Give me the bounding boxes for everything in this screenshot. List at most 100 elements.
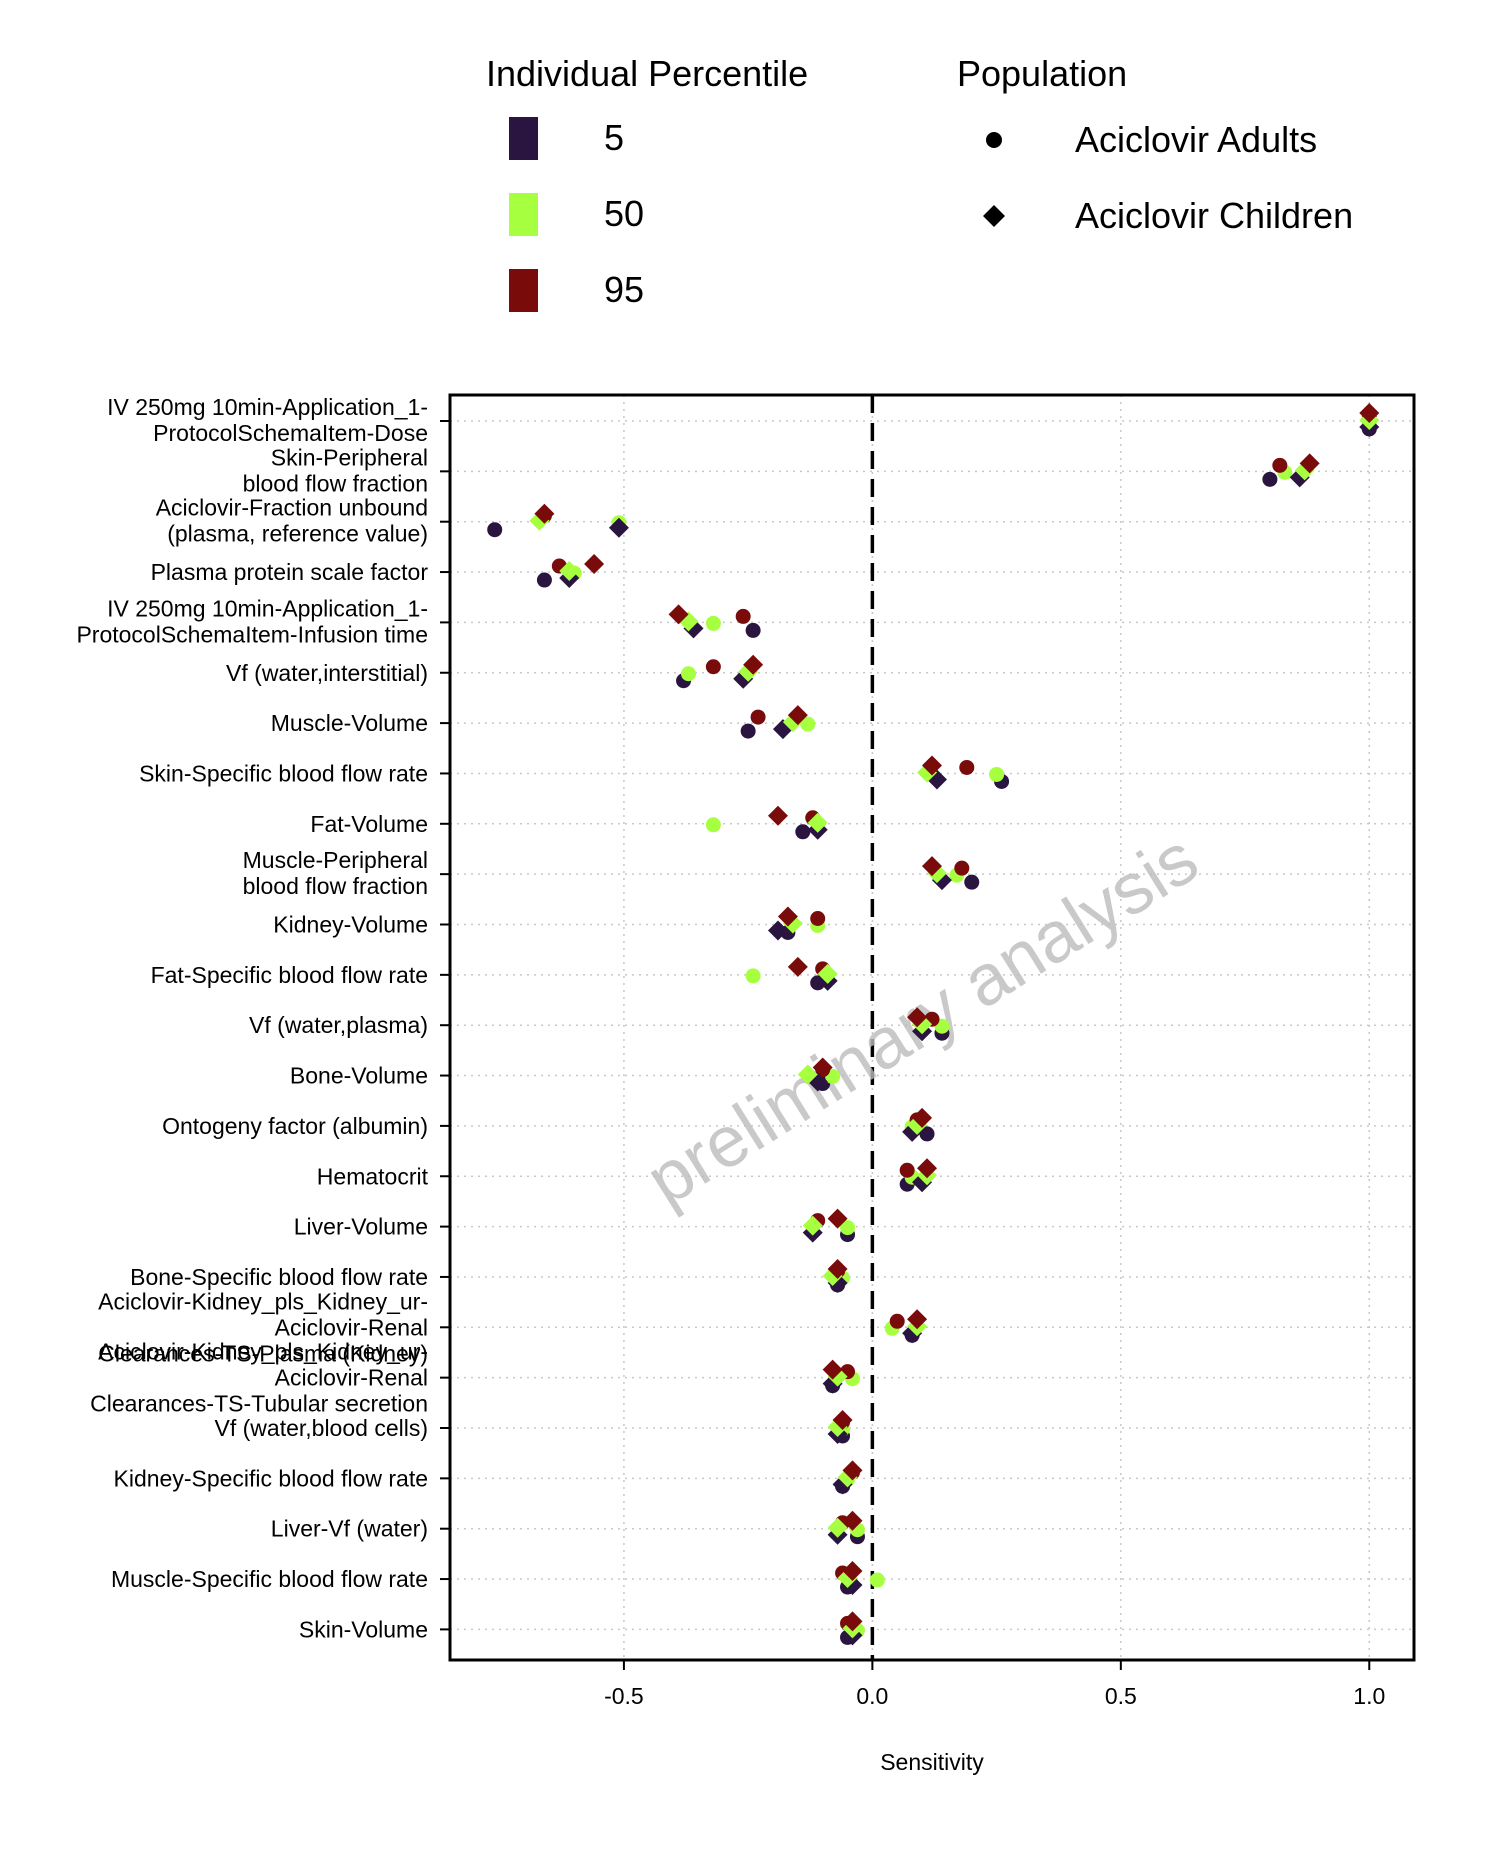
x-axis: -0.5 0.0 0.5 1.0: [604, 1660, 1385, 1709]
legend-population-title: Population: [957, 53, 1127, 94]
point-adults-p95: [705, 659, 721, 675]
y-tick-label: Muscle-Specific blood flow rate: [111, 1566, 428, 1592]
point-children-p95: [922, 755, 942, 776]
y-tick-label: Vf (water,interstitial): [226, 660, 428, 686]
y-tick-label: Skin-Volume: [299, 1616, 428, 1642]
y-tick-label: Aciclovir-Fraction unbound: [156, 495, 428, 521]
legend-label-diamond: Aciclovir Children: [1075, 195, 1353, 236]
point-children-p95: [842, 1611, 863, 1632]
point-children-p50: [802, 1215, 823, 1236]
point-adults-p5: [536, 572, 552, 588]
y-tick-label: Vf (water,blood cells): [215, 1415, 428, 1441]
point-adults-p95: [810, 911, 826, 926]
x-tick-label: -0.5: [604, 1683, 644, 1709]
y-tick-label: Muscle-Peripheral: [243, 847, 428, 873]
legend-percentile-title: Individual Percentile: [486, 53, 808, 94]
point-children-p95: [827, 1208, 848, 1229]
point-children-p95: [534, 503, 555, 524]
legend-swatch-5: [509, 117, 538, 160]
legend-label-5: 5: [604, 117, 624, 158]
point-adults-p50: [681, 666, 697, 682]
plot-border: [448, 393, 1416, 1662]
y-tick-label: (plasma, reference value): [167, 521, 428, 547]
legend-label-circle: Aciclovir Adults: [1075, 119, 1317, 160]
point-children-p95: [812, 1057, 833, 1078]
point-children-p95: [827, 1258, 848, 1279]
y-tick-label: Aciclovir-Kidney_pls_Kidney_ur-: [98, 1339, 428, 1365]
point-children-p95: [917, 1158, 938, 1179]
y-tick-label: Skin-Peripheral: [271, 444, 428, 470]
y-tick-label: Clearances-TS-Tubular secretion: [90, 1391, 428, 1417]
point-children-p95: [822, 1359, 843, 1380]
point-adults-p95: [889, 1313, 905, 1329]
point-children-p95: [767, 805, 788, 826]
y-tick-label: Fat-Volume: [310, 811, 428, 837]
x-tick-label: 0.5: [1105, 1683, 1137, 1709]
point-children-p95: [1359, 403, 1380, 423]
y-tick-label: Plasma protein scale factor: [151, 559, 429, 585]
y-tick-label: Aciclovir-Renal: [275, 1365, 428, 1391]
point-children-p5: [608, 517, 629, 538]
y-tick-label: blood flow fraction: [243, 470, 428, 496]
point-adults-p5: [964, 874, 980, 890]
point-children-p95: [907, 1309, 928, 1330]
point-children-p50: [817, 963, 838, 984]
point-children-p95: [842, 1510, 863, 1531]
point-children-p50: [807, 812, 828, 833]
y-tick-label: Kidney-Specific blood flow rate: [114, 1465, 429, 1491]
legend-swatch-95: [509, 269, 538, 312]
point-children-p95: [842, 1460, 863, 1481]
x-axis-label: Sensitivity: [880, 1749, 984, 1775]
y-tick-label: Clearances-TS-Plasma (Kidney): [98, 1340, 428, 1366]
y-tick-label: Hematocrit: [317, 1163, 429, 1189]
y-tick-label: Bone-Volume: [290, 1063, 428, 1089]
point-adults-p95: [954, 860, 970, 876]
point-adults-p50: [705, 817, 721, 833]
y-tick-label: ProtocolSchemaItem-Dose: [153, 420, 428, 446]
point-children-p50: [827, 1517, 848, 1538]
plot-area: preliminary analysis IV 250mg 10min-Appl…: [76, 393, 1416, 1709]
y-tick-label: Vf (water,plasma): [249, 1012, 428, 1038]
point-adults-p5: [740, 723, 756, 739]
point-children-p95: [777, 906, 798, 927]
y-tick-label: Bone-Specific blood flow rate: [130, 1264, 428, 1290]
point-adults-p50: [840, 1220, 856, 1236]
y-axis: IV 250mg 10min-Application_1-ProtocolSch…: [76, 394, 450, 1642]
y-tick-label: Liver-Vf (water): [271, 1516, 428, 1542]
point-adults-p95: [735, 608, 751, 624]
point-children-p5: [767, 920, 788, 941]
point-adults-p95: [959, 759, 975, 775]
x-tick-label: 0.0: [856, 1683, 888, 1709]
point-adults-p50: [745, 968, 761, 984]
y-tick-label: Kidney-Volume: [273, 912, 428, 938]
point-children-p95: [787, 956, 808, 977]
point-children-p95: [1299, 453, 1320, 474]
point-children-p95: [787, 705, 808, 726]
y-tick-label: Aciclovir-Renal: [275, 1314, 428, 1340]
point-adults-p95: [1272, 457, 1288, 473]
legend-swatch-50: [509, 193, 538, 236]
point-adults-p5: [487, 522, 503, 538]
point-adults-p5: [1262, 471, 1278, 487]
point-adults-p50: [869, 1572, 885, 1588]
data-points: [487, 403, 1380, 1646]
point-children-p95: [743, 654, 764, 675]
y-tick-label: IV 250mg 10min-Application_1-: [107, 394, 428, 420]
point-children-p95: [907, 1007, 928, 1028]
legend-population: Population Aciclovir Adults Aciclovir Chi…: [957, 53, 1353, 236]
point-adults-p5: [745, 622, 761, 638]
point-children-p95: [842, 1561, 863, 1582]
y-tick-label: Skin-Specific blood flow rate: [139, 760, 428, 786]
legend-percentile: Individual Percentile 5 50 95: [486, 53, 808, 312]
y-tick-label: Ontogeny factor (albumin): [162, 1113, 428, 1139]
y-tick-label: Aciclovir-Kidney_pls_Kidney_ur-: [98, 1288, 428, 1314]
x-tick-label: 1.0: [1353, 1683, 1385, 1709]
legend-diamond-icon: [983, 205, 1005, 227]
point-adults-p95: [750, 709, 766, 725]
point-adults-p5: [919, 1126, 935, 1142]
legend-label-50: 50: [604, 193, 644, 234]
y-tick-label: ProtocolSchemaItem-Infusion time: [76, 621, 428, 647]
point-adults-p50: [989, 766, 1005, 782]
point-children-p95: [668, 604, 689, 625]
